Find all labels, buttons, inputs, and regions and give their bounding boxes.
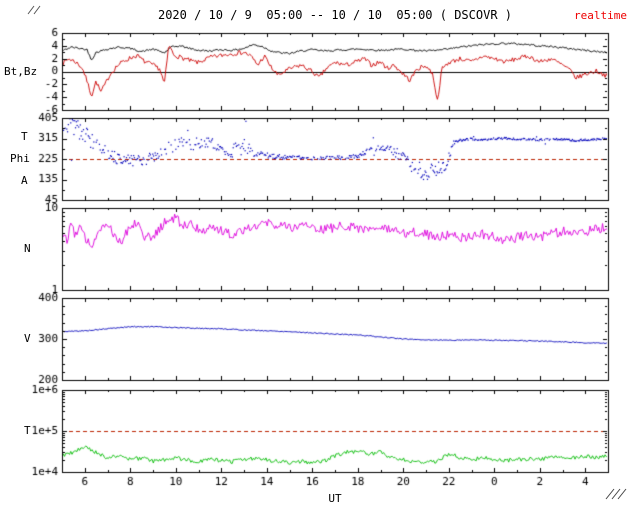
ylabel-bt-bz: Bt,Bz — [4, 65, 38, 78]
chart-title: 2020 / 10 / 9 05:00 -- 10 / 10 05:00 ( D… — [157, 8, 512, 22]
realtime-badge: realtime — [574, 9, 627, 22]
ylabel-density: N — [24, 242, 31, 255]
ylabel-temperature: T — [24, 424, 31, 437]
ylabel-phi-a: A — [21, 174, 28, 187]
ylabel-speed: V — [24, 332, 31, 345]
corner-hatch-bottom-right-icon — [605, 488, 627, 500]
ylabel-phi: Phi — [10, 152, 30, 165]
x-axis-label: UT — [328, 492, 342, 505]
corner-hatch-top-left-icon — [27, 5, 41, 15]
ylabel-phi-t: T — [21, 130, 28, 143]
